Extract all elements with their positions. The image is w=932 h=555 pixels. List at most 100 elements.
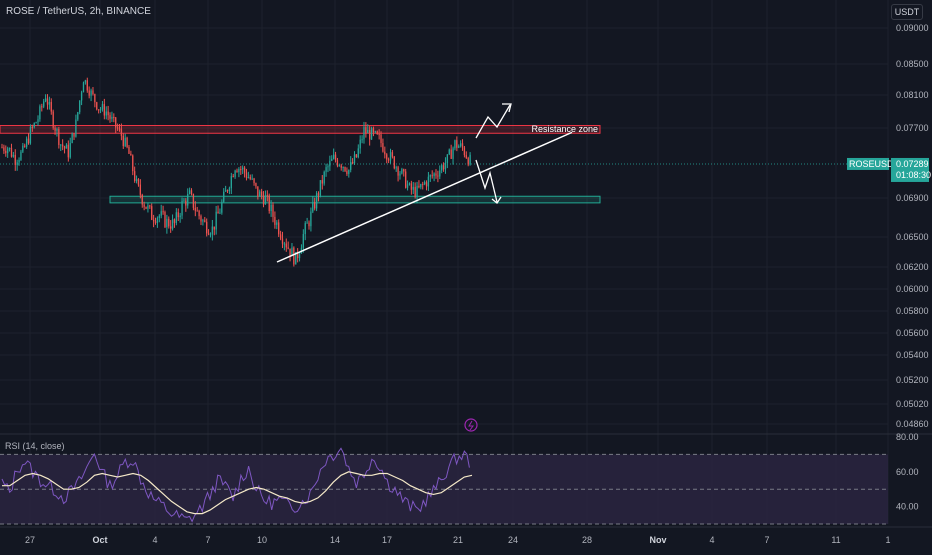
candle-body [283,243,286,245]
candle-body [260,191,263,196]
candle-body [332,154,335,159]
candle-body [54,127,56,131]
price-tick-label: 0.08100 [896,90,929,100]
candle-body [175,212,178,223]
candle-body [296,252,299,259]
candle-body [314,202,316,209]
candle-body [281,238,284,244]
candle-body [139,184,142,195]
price-tick-label: 0.09000 [896,23,929,33]
candles [1,77,471,267]
candle-body [56,129,58,131]
candle-body [410,183,413,190]
candle-body [386,154,388,160]
candle-body [376,131,378,135]
candle-body [327,166,329,168]
candle-body [171,219,174,229]
symbol-tag-label: ROSEUSDT [849,159,900,169]
candle-body [304,223,306,235]
arrow-down-head [491,196,502,204]
candle-body [274,216,276,225]
candle-body [206,221,208,234]
candle-body [293,247,295,265]
candle-body [230,176,232,189]
candle-body [88,90,90,96]
candle-body [338,165,341,167]
time-tick-label: 1 [885,535,890,545]
candle-body [14,154,16,165]
candle-body [41,106,43,108]
candle-body [276,222,278,225]
time-tick-label: 24 [508,535,518,545]
candle-body [219,212,221,214]
candle-body [190,190,193,194]
candle-body [323,171,325,184]
candle-body [334,154,337,161]
candle-body [319,180,322,196]
candle-body [221,201,223,213]
candle-body [145,206,147,209]
time-tick-label: 10 [257,535,267,545]
candle-body [350,161,352,170]
candle-body [463,147,466,156]
price-tick-label: 0.05400 [896,350,929,360]
time-tick-label: Nov [649,535,666,545]
currency-button[interactable]: USDT [891,4,923,20]
candle-body [272,204,274,217]
grid-lines [0,0,932,528]
candle-body [340,165,342,168]
candle-body [238,169,240,173]
candle-body [170,226,172,229]
candle-body [67,144,69,158]
candle-body [37,119,39,123]
price-axis[interactable]: 0.09000 0.08500 0.08100 0.07700 0.06900 0.065… [847,23,931,512]
rsi-pane [0,447,888,525]
candle-body [141,194,143,205]
candle-body [97,109,100,111]
candle-body [200,216,202,222]
candle-body [84,80,87,83]
candle-body [90,90,92,96]
candle-body [355,154,358,158]
candle-body [336,160,339,166]
candle-body [7,148,9,154]
time-tick-label: 21 [453,535,463,545]
rsi-tick-label: 60.00 [896,467,919,477]
candle-body [446,154,449,163]
candle-body [135,179,138,181]
candle-body [20,151,22,160]
candle-body [321,180,323,184]
price-tick-label: 0.07700 [896,123,929,133]
candle-body [79,100,81,113]
time-tick-label: 4 [152,535,157,545]
candle-body [331,158,333,161]
candle-body [152,219,155,222]
candle-body [177,212,179,218]
candle-body [420,183,422,188]
time-axis[interactable]: 27 Oct 4 7 10 14 17 21 24 28 Nov 4 7 11 1 [25,535,891,545]
candle-body [118,128,121,130]
candle-body [397,167,399,176]
candle-body [357,148,359,158]
candle-body [414,186,416,197]
candle-body [151,206,153,220]
candle-body [291,247,293,257]
candle-body [456,140,458,148]
candle-body [389,152,392,161]
candle-body [363,127,365,140]
price-tick-label: 0.05020 [896,399,929,409]
candle-body [431,175,433,177]
candle-body [418,185,420,188]
candle-body [156,217,159,223]
candle-body [444,162,447,170]
candle-body [310,211,312,227]
candle-body [73,133,75,137]
candle-body [173,219,176,223]
candle-body [149,205,151,207]
candle-body [393,156,395,169]
candle-body [183,200,185,202]
candle-body [368,129,371,140]
candle-body [384,151,386,155]
